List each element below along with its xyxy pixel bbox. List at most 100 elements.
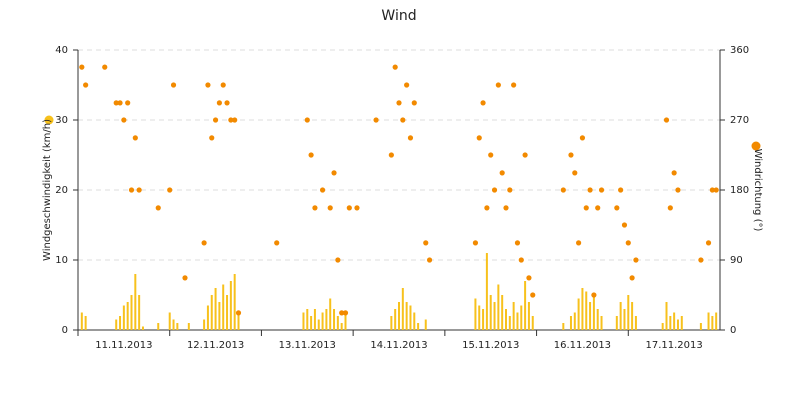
bar: [157, 323, 160, 330]
point: [304, 117, 310, 123]
bar: [336, 316, 339, 330]
point: [392, 64, 398, 70]
bar: [168, 312, 171, 330]
bar: [699, 323, 702, 330]
point: [503, 205, 509, 211]
bar: [505, 309, 507, 330]
point: [407, 135, 414, 141]
point: [560, 187, 566, 193]
bar: [585, 291, 588, 330]
bar: [306, 309, 309, 330]
point: [83, 82, 89, 88]
bar: [673, 312, 676, 330]
point: [155, 205, 161, 211]
y-tick-label: 0: [62, 325, 68, 336]
bar: [237, 312, 240, 330]
bar: [409, 305, 412, 330]
y2-tick-label: 0: [730, 325, 736, 336]
bar: [627, 295, 630, 330]
x-tick-label: 11.11.2013: [95, 340, 152, 351]
bar: [665, 302, 668, 330]
bar: [623, 309, 626, 330]
bar: [401, 288, 404, 330]
point: [507, 187, 513, 193]
point: [530, 292, 536, 298]
bar: [115, 319, 118, 330]
point: [572, 170, 578, 176]
bar: [711, 316, 714, 330]
bar: [390, 316, 393, 330]
x-tick-label: 13.11.2013: [279, 340, 336, 351]
bar: [577, 298, 580, 330]
bar: [520, 305, 523, 330]
point: [480, 100, 486, 106]
bar: [424, 319, 427, 330]
bar: [119, 316, 122, 330]
bar: [497, 284, 500, 330]
bar: [310, 316, 313, 330]
point: [621, 222, 628, 228]
bar: [187, 323, 190, 330]
point: [629, 275, 635, 281]
bar: [80, 312, 83, 330]
point: [400, 117, 406, 123]
point: [209, 135, 215, 141]
point: [713, 187, 719, 193]
bar: [489, 295, 492, 330]
bar: [596, 309, 599, 330]
point: [128, 187, 135, 193]
point: [346, 205, 352, 211]
y2-tick-label: 180: [730, 185, 749, 196]
bar: [138, 295, 141, 330]
point: [633, 257, 639, 263]
bar: [589, 302, 592, 330]
bar: [478, 305, 481, 330]
legend-swatch: [44, 115, 54, 125]
bar: [524, 281, 527, 330]
bar: [176, 323, 179, 330]
bar: [581, 288, 584, 330]
point: [404, 82, 410, 88]
point: [709, 187, 715, 193]
point: [625, 240, 631, 246]
point: [579, 135, 586, 141]
y-axis-label: Windgeschwindigkeit (km/h): [42, 119, 53, 261]
point: [495, 82, 501, 88]
bar: [493, 302, 496, 330]
point: [339, 310, 345, 316]
chart-title: Wind: [381, 8, 416, 24]
bar: [134, 274, 137, 330]
bar: [126, 302, 129, 330]
point: [342, 310, 349, 316]
point: [591, 292, 597, 298]
point: [618, 187, 624, 193]
point: [232, 117, 238, 123]
bar: [172, 319, 175, 330]
point: [595, 205, 601, 211]
y-tick-label: 20: [55, 185, 68, 196]
point: [583, 205, 589, 211]
point: [132, 135, 138, 141]
bar: [233, 274, 236, 330]
bar: [210, 295, 213, 330]
point: [167, 187, 173, 193]
point: [499, 170, 505, 176]
point: [312, 205, 318, 211]
bar: [669, 316, 672, 330]
point: [568, 152, 574, 158]
point: [705, 240, 712, 246]
point: [308, 152, 314, 158]
bar: [394, 309, 397, 330]
bar: [707, 312, 710, 330]
point: [614, 205, 620, 211]
point: [518, 257, 524, 263]
point: [411, 100, 417, 106]
point: [698, 257, 704, 263]
bar: [592, 295, 595, 330]
bar: [619, 302, 622, 330]
x-tick-label: 17.11.2013: [646, 340, 703, 351]
bar: [405, 302, 408, 330]
point: [220, 82, 226, 88]
bar: [313, 309, 316, 330]
point: [212, 117, 219, 123]
